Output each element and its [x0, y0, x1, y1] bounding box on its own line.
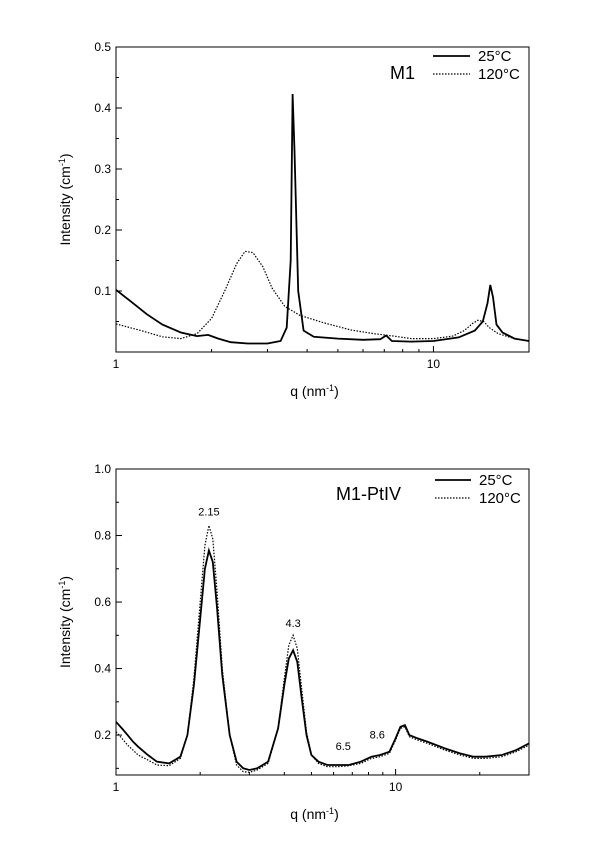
- chart-panel-m1-ptiv: 1 100.20.40.60.81.0q (nm-1)Intensity (cm-…: [57, 462, 530, 822]
- y-axis-label-main: Intensity (cm: [57, 589, 73, 668]
- peak-annotation: 8.6: [370, 729, 385, 741]
- x-tick-label: 1: [113, 357, 120, 371]
- legend-label: 25°C: [479, 472, 513, 489]
- chart-panel-m1: 1 100.10.20.30.40.5q (nm-1)Intensity (cm-…: [57, 40, 530, 399]
- x-tick-label: 1: [113, 780, 120, 794]
- series-line-25c: [116, 93, 529, 345]
- series-line-120c: [116, 250, 529, 342]
- x-axis-label-main: q (nm: [290, 383, 326, 399]
- y-axis-label-main: Intensity (cm: [57, 166, 73, 245]
- plot-frame: [115, 468, 530, 776]
- y-tick-label: 0.8: [94, 529, 111, 543]
- y-axis-label-sup: -1: [57, 158, 67, 166]
- x-tick-label: 10: [389, 780, 403, 794]
- y-tick-label: 0.2: [94, 728, 111, 742]
- legend-label: 120°C: [478, 66, 520, 83]
- y-axis-label: Intensity (cm-1): [57, 153, 73, 245]
- y-tick-label: 0.5: [94, 40, 111, 54]
- peak-annotation: 6.5: [336, 741, 351, 753]
- y-tick-label: 1.0: [94, 462, 111, 476]
- y-tick-label: 0.2: [94, 223, 111, 237]
- panel-title: M1: [390, 63, 415, 83]
- plot-frame: [115, 46, 530, 353]
- peak-annotation: 4.3: [285, 618, 300, 630]
- x-axis-label-end: ): [334, 806, 339, 822]
- y-tick-label: 0.6: [94, 595, 111, 609]
- x-axis-label-sup: -1: [326, 383, 334, 393]
- x-axis-label: q (nm-1): [290, 806, 338, 822]
- y-axis-label: Intensity (cm-1): [57, 576, 73, 668]
- y-axis-label-end: ): [57, 576, 73, 581]
- legend-label: 120°C: [479, 490, 521, 507]
- x-tick-label: 10: [427, 357, 441, 371]
- legend-label: 25°C: [478, 48, 512, 65]
- x-axis-label-sup: -1: [326, 806, 334, 816]
- panel-title: M1-PtIV: [336, 484, 401, 504]
- y-tick-label: 0.4: [94, 662, 111, 676]
- x-axis-label-main: q (nm: [290, 806, 326, 822]
- y-axis-label-sup: -1: [57, 581, 67, 589]
- y-tick-label: 0.4: [94, 101, 111, 115]
- x-axis-label-end: ): [334, 383, 339, 399]
- series-line-120c: [116, 525, 529, 773]
- y-axis-label-end: ): [57, 153, 73, 158]
- y-tick-label: 0.3: [94, 162, 111, 176]
- y-tick-label: 0.1: [94, 284, 111, 298]
- series-line-25c: [116, 547, 529, 771]
- peak-annotation: 2.15: [198, 507, 219, 519]
- x-axis-label: q (nm-1): [290, 383, 338, 399]
